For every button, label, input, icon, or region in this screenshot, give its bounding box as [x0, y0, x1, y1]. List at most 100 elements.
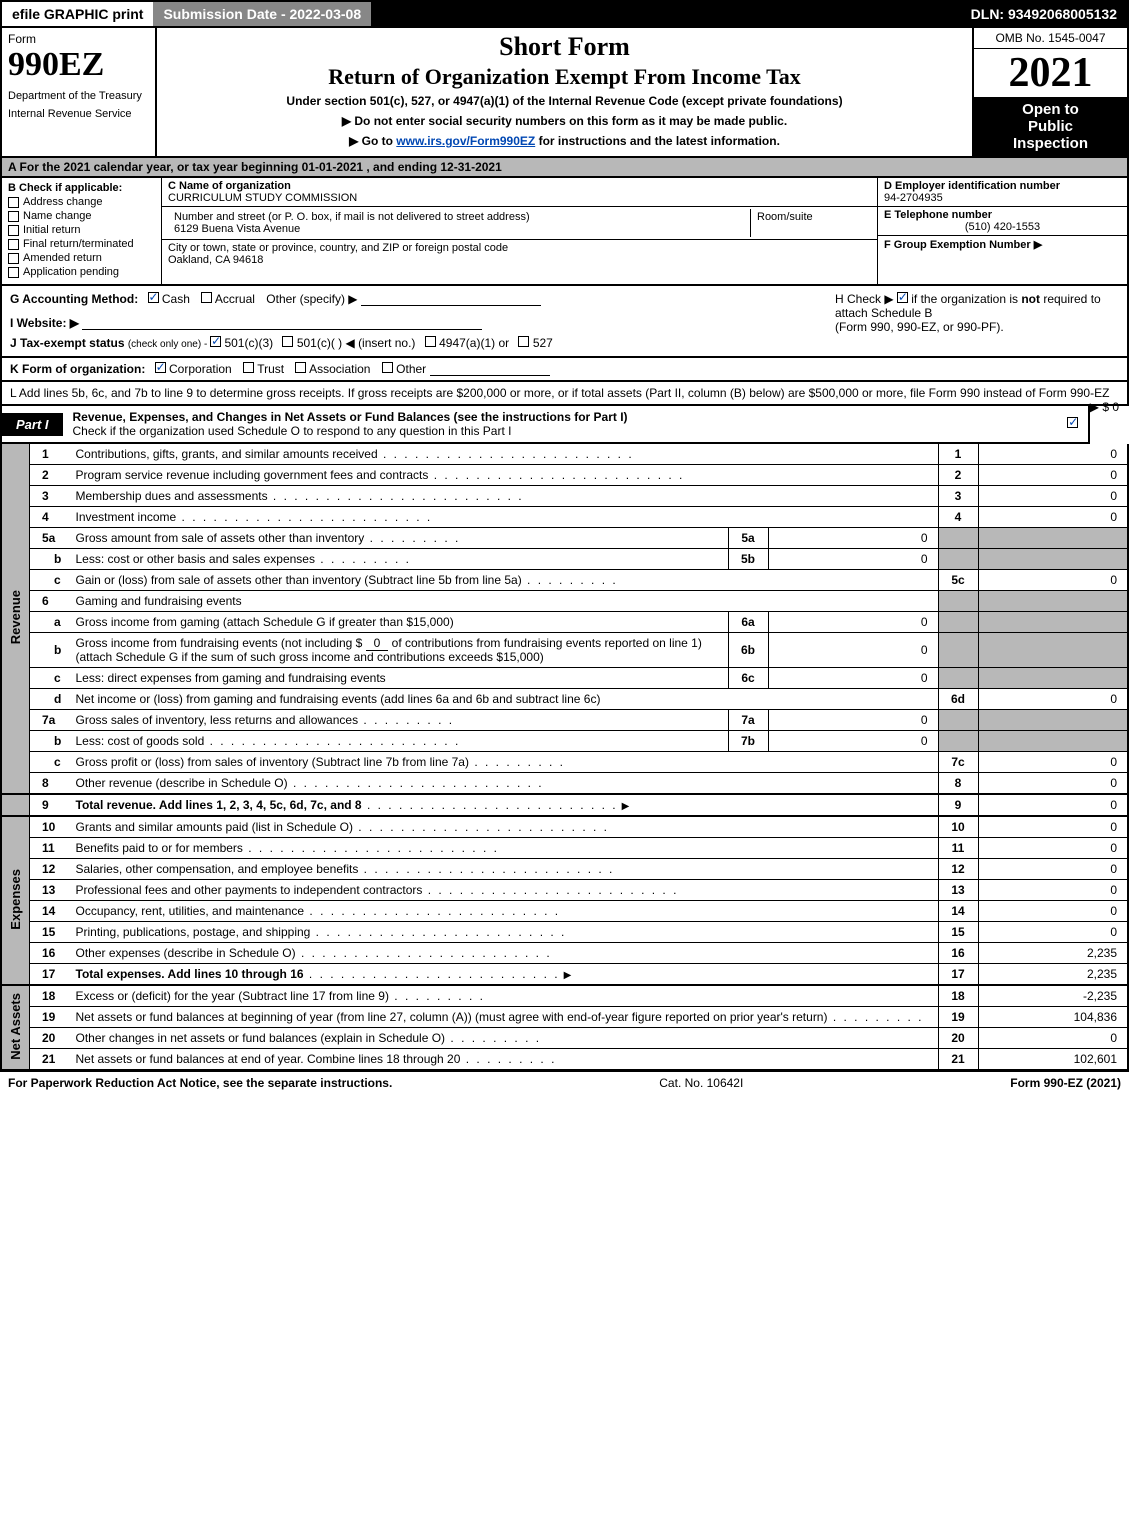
other-specify-field[interactable] [361, 292, 541, 306]
submission-date: Submission Date - 2022-03-08 [153, 2, 371, 26]
chk-name-change[interactable] [8, 211, 19, 222]
website-field[interactable] [82, 316, 482, 330]
ln16-col: 16 [938, 943, 978, 964]
ln5b-shade [938, 549, 978, 570]
line-6b: b Gross income from fundraising events (… [1, 633, 1128, 668]
line-5a: 5a Gross amount from sale of assets othe… [1, 528, 1128, 549]
block-bcdef: B Check if applicable: Address change Na… [0, 178, 1129, 286]
chk-initial-return[interactable] [8, 225, 19, 236]
line-7a: 7a Gross sales of inventory, less return… [1, 710, 1128, 731]
chk-schedule-b[interactable] [897, 292, 908, 303]
ln17-desc: Total expenses. Add lines 10 through 16 [76, 967, 304, 981]
ln6c-shade [938, 668, 978, 689]
ln6a-subval: 0 [768, 612, 938, 633]
ssn-warning: ▶ Do not enter social security numbers o… [165, 114, 964, 128]
line-6: 6 Gaming and fundraising events [1, 591, 1128, 612]
part-i-tag: Part I [2, 413, 63, 436]
lbl-amended-return: Amended return [23, 252, 102, 264]
ln7b-shade [938, 731, 978, 752]
side-expenses: Expenses [8, 869, 23, 930]
line-2: 2 Program service revenue including gove… [1, 465, 1128, 486]
lbl-501c3: 501(c)(3) [224, 336, 273, 350]
ln11-col: 11 [938, 838, 978, 859]
ln7a-shade [938, 710, 978, 731]
dept-treasury: Department of the Treasury [8, 90, 149, 102]
row-k: K Form of organization: Corporation Trus… [0, 358, 1129, 382]
header-right: OMB No. 1545-0047 2021 Open to Public In… [972, 28, 1127, 156]
ln3-val: 0 [978, 486, 1128, 507]
chk-4947[interactable] [425, 336, 436, 347]
ln5b-sublbl: 5b [728, 549, 768, 570]
ln6-shade [938, 591, 978, 612]
chk-final-return[interactable] [8, 239, 19, 250]
line-21: 21 Net assets or fund balances at end of… [1, 1049, 1128, 1070]
ln12-desc: Salaries, other compensation, and employ… [76, 862, 359, 876]
lbl-cash: Cash [162, 292, 190, 306]
chk-501c[interactable] [282, 336, 293, 347]
ln6b-num: b [30, 633, 70, 668]
chk-association[interactable] [295, 362, 306, 373]
chk-k-other[interactable] [382, 362, 393, 373]
chk-application-pending[interactable] [8, 267, 19, 278]
e-phone-label: E Telephone number [884, 209, 992, 221]
g-label: G Accounting Method: [10, 292, 138, 306]
ln4-num: 4 [30, 507, 70, 528]
ln4-val: 0 [978, 507, 1128, 528]
ln8-desc: Other revenue (describe in Schedule O) [76, 776, 288, 790]
ln6b-underline-val: 0 [366, 636, 389, 651]
chk-527[interactable] [518, 336, 529, 347]
d-ein-label: D Employer identification number [884, 180, 1060, 192]
b-header: B Check if applicable: [8, 182, 155, 194]
goto-line: ▶ Go to www.irs.gov/Form990EZ for instru… [165, 134, 964, 148]
k-other-field[interactable] [430, 362, 550, 376]
ln7a-sublbl: 7a [728, 710, 768, 731]
open-line2: Public [978, 118, 1123, 135]
chk-address-change[interactable] [8, 197, 19, 208]
line-4: 4 Investment income 4 0 [1, 507, 1128, 528]
j-label: J Tax-exempt status [10, 336, 128, 350]
ln13-desc: Professional fees and other payments to … [76, 883, 423, 897]
title-short-form: Short Form [165, 32, 964, 62]
rows-ghij: G Accounting Method: Cash Accrual Other … [0, 286, 1129, 358]
line-15: 15 Printing, publications, postage, and … [1, 922, 1128, 943]
ln18-desc: Excess or (deficit) for the year (Subtra… [76, 989, 389, 1003]
ln3-desc: Membership dues and assessments [76, 489, 268, 503]
line-16: 16 Other expenses (describe in Schedule … [1, 943, 1128, 964]
chk-amended-return[interactable] [8, 253, 19, 264]
chk-501c3[interactable] [210, 336, 221, 347]
ln14-col: 14 [938, 901, 978, 922]
ln6b-desc1: Gross income from fundraising events (no… [76, 636, 366, 650]
goto-post: for instructions and the latest informat… [535, 134, 780, 148]
chk-corporation[interactable] [155, 362, 166, 373]
ln7a-num: 7a [30, 710, 70, 731]
lbl-name-change: Name change [23, 210, 92, 222]
ln6b-shade2 [978, 633, 1128, 668]
ln6c-num: c [30, 668, 70, 689]
ln6a-sublbl: 6a [728, 612, 768, 633]
dept-irs: Internal Revenue Service [8, 108, 149, 120]
lbl-527: 527 [533, 336, 553, 350]
line-6d: d Net income or (loss) from gaming and f… [1, 689, 1128, 710]
chk-schedule-o[interactable] [1067, 417, 1078, 428]
ln10-val: 0 [978, 816, 1128, 838]
h-text2: if the organization is [911, 292, 1021, 306]
chk-trust[interactable] [243, 362, 254, 373]
part-i-title-text: Revenue, Expenses, and Changes in Net As… [73, 410, 628, 424]
irs-link[interactable]: www.irs.gov/Form990EZ [396, 134, 535, 148]
l-amount: ▶ $ 0 [1090, 400, 1119, 414]
ln17-num: 17 [30, 964, 70, 986]
ln12-val: 0 [978, 859, 1128, 880]
ln6c-shade2 [978, 668, 1128, 689]
ln5c-desc: Gain or (loss) from sale of assets other… [76, 573, 522, 587]
efile-label: efile GRAPHIC print [2, 2, 153, 26]
line-10: Expenses 10 Grants and similar amounts p… [1, 816, 1128, 838]
line-6c: c Less: direct expenses from gaming and … [1, 668, 1128, 689]
chk-accrual[interactable] [201, 292, 212, 303]
chk-cash[interactable] [148, 292, 159, 303]
street-value: 6129 Buena Vista Avenue [174, 223, 300, 235]
ln16-num: 16 [30, 943, 70, 964]
ln6-shade2 [978, 591, 1128, 612]
ln4-col: 4 [938, 507, 978, 528]
ln5c-val: 0 [978, 570, 1128, 591]
side-net-assets: Net Assets [8, 993, 23, 1060]
